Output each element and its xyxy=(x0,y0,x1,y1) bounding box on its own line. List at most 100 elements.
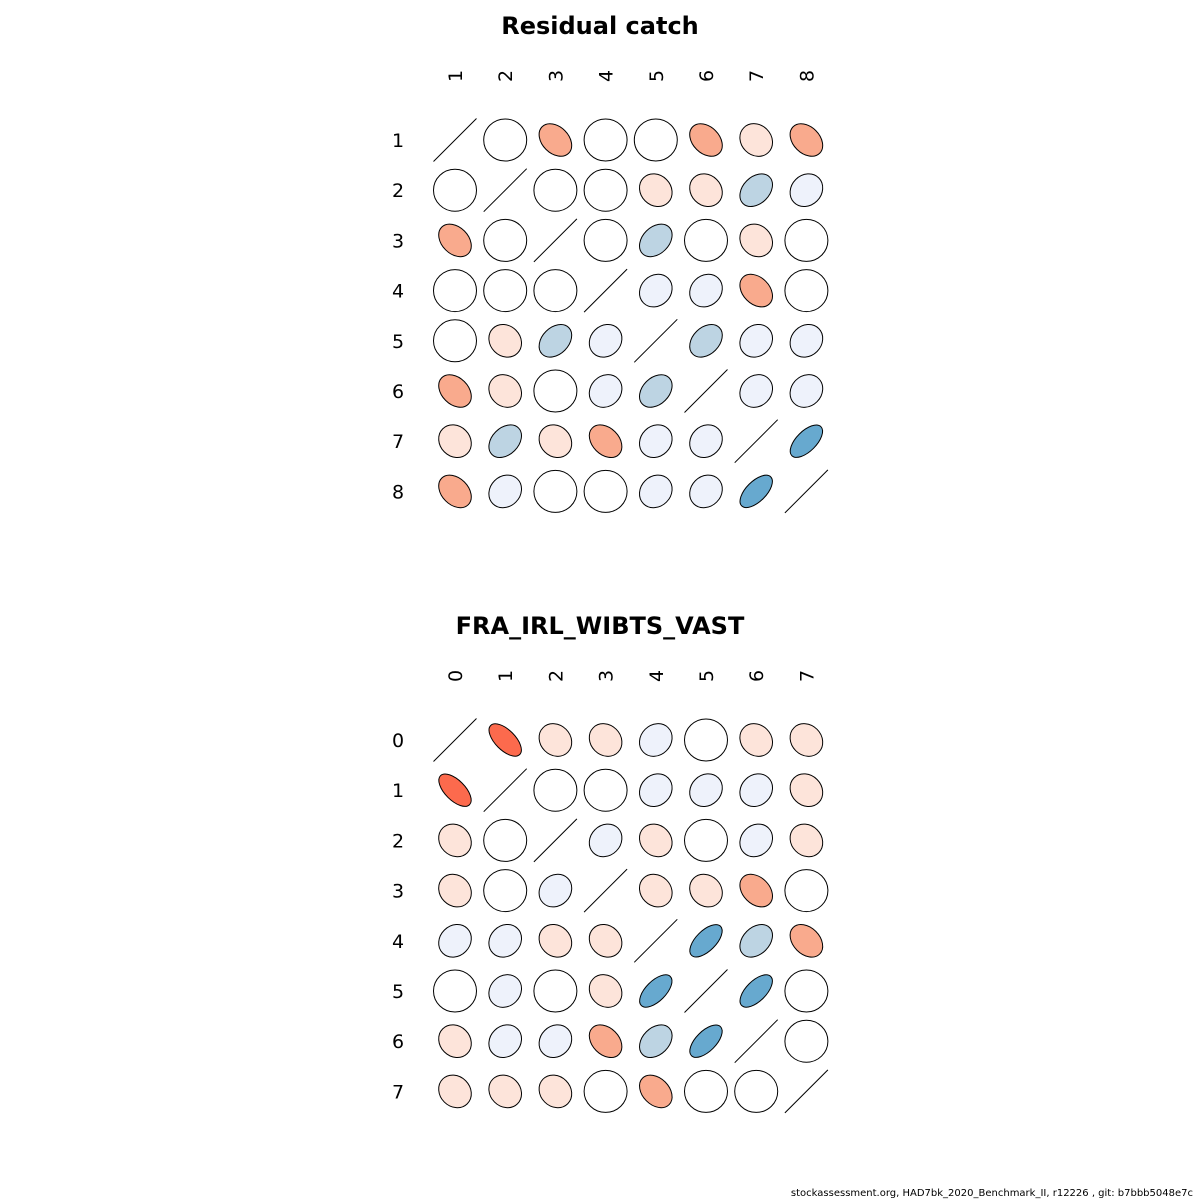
correlation-ellipse xyxy=(488,424,522,458)
col-tick-label: 0 xyxy=(445,670,467,682)
correlation-ellipse xyxy=(789,723,824,757)
correlation-ellipse xyxy=(739,273,773,308)
correlation-ellipse xyxy=(784,269,829,313)
correlation-ellipse xyxy=(533,168,578,212)
correlation-ellipse xyxy=(689,123,723,157)
correlation-ellipse xyxy=(488,374,523,408)
panel-title: Residual catch xyxy=(501,12,699,40)
diagonal-line xyxy=(483,168,528,213)
correlation-ellipse xyxy=(789,123,824,157)
correlation-ellipse xyxy=(438,923,472,958)
correlation-ellipse xyxy=(538,1074,573,1109)
row-tick-label: 6 xyxy=(392,381,404,403)
row-tick-label: 6 xyxy=(392,1031,404,1053)
diagonal-line xyxy=(533,818,578,863)
correlation-ellipse xyxy=(684,818,728,862)
correlation-ellipse xyxy=(488,723,522,757)
col-tick-label: 3 xyxy=(545,70,567,82)
col-tick-label: 8 xyxy=(796,70,818,82)
correlation-ellipse xyxy=(583,168,628,212)
panel-title: FRA_IRL_WIBTS_VAST xyxy=(456,612,745,640)
correlation-ellipse xyxy=(789,424,824,458)
correlation-ellipse xyxy=(689,773,723,808)
correlation-ellipse xyxy=(583,118,628,162)
row-tick-label: 1 xyxy=(392,130,404,152)
correlation-ellipse xyxy=(438,823,472,858)
col-tick-label: 7 xyxy=(796,670,818,682)
correlation-ellipse xyxy=(639,1024,673,1058)
correlation-ellipse xyxy=(438,773,472,807)
correlation-ellipse xyxy=(583,768,628,812)
correlation-ellipse xyxy=(438,1024,472,1059)
footer-credit: stockassessment.org, HAD7bk_2020_Benchma… xyxy=(790,1188,1193,1199)
col-tick-label: 1 xyxy=(445,70,467,82)
correlation-ellipse xyxy=(739,323,774,358)
correlation-ellipse xyxy=(583,469,628,513)
row-tick-label: 1 xyxy=(392,780,404,802)
correlation-ellipse xyxy=(488,1074,523,1109)
correlation-ellipse xyxy=(689,324,723,358)
correlation-ellipse xyxy=(639,1074,673,1109)
correlation-ellipse xyxy=(689,474,723,509)
col-tick-label: 3 xyxy=(596,670,618,682)
diagonal-line xyxy=(684,369,728,413)
correlation-ellipse xyxy=(488,974,523,1008)
row-tick-label: 0 xyxy=(392,730,404,752)
correlation-ellipse xyxy=(638,173,673,208)
correlation-ellipse xyxy=(533,469,578,513)
row-tick-label: 2 xyxy=(392,180,404,202)
diagonal-line xyxy=(433,118,477,162)
correlation-ellipse xyxy=(533,768,578,812)
correlation-ellipse xyxy=(789,374,824,408)
correlation-ellipse xyxy=(739,123,774,157)
correlation-ellipse xyxy=(433,168,477,212)
row-tick-label: 4 xyxy=(392,931,404,953)
correlation-ellipse xyxy=(583,1069,628,1113)
correlation-ellipse xyxy=(488,923,523,958)
correlation-ellipse xyxy=(689,173,723,208)
correlation-ellipse xyxy=(633,118,678,162)
diagonal-line xyxy=(533,218,578,263)
correlation-ellipse xyxy=(433,269,477,313)
correlation-ellipse xyxy=(739,223,774,258)
correlation-ellipse xyxy=(739,773,774,808)
correlation-ellipse xyxy=(438,873,472,908)
panel-0: Residual catch 1 2 3 4 5 6 7 8 1 2 3 4 5 6 7 8 xyxy=(392,12,829,514)
correlation-ellipse xyxy=(689,273,723,308)
row-tick-label: 5 xyxy=(392,981,404,1003)
correlation-ellipse xyxy=(438,374,472,408)
diagonal-line xyxy=(633,918,678,963)
col-tick-label: 6 xyxy=(746,670,768,682)
correlation-ellipse xyxy=(538,123,573,157)
correlation-ellipse xyxy=(588,374,623,408)
diagonal-line xyxy=(583,268,628,313)
col-tick-label: 4 xyxy=(596,70,618,82)
correlation-ellipse xyxy=(689,873,723,908)
row-tick-label: 5 xyxy=(392,331,404,353)
correlation-ellipse xyxy=(684,218,728,262)
correlation-ellipse xyxy=(483,818,528,862)
diagonal-line xyxy=(734,419,779,464)
correlation-ellipse xyxy=(638,873,673,908)
correlation-ellipse xyxy=(638,823,673,858)
correlation-ellipse xyxy=(638,474,673,509)
correlation-ellipse xyxy=(538,1024,573,1059)
correlation-ellipse xyxy=(639,374,673,408)
correlation-ellipse xyxy=(784,969,829,1013)
correlation-ellipse xyxy=(588,923,623,958)
correlation-ellipse xyxy=(588,1024,623,1058)
correlation-ellipse xyxy=(483,269,528,313)
row-tick-label: 3 xyxy=(392,881,404,903)
correlation-ellipse xyxy=(789,924,824,958)
diagonal-line xyxy=(684,969,728,1013)
correlation-ellipse xyxy=(739,873,773,908)
correlation-ellipse xyxy=(588,823,623,858)
correlation-ellipse xyxy=(588,974,623,1008)
correlation-ellipse xyxy=(433,969,477,1013)
correlation-ellipse xyxy=(483,118,528,162)
correlation-ellipse xyxy=(789,773,824,808)
correlation-ellipse xyxy=(739,173,773,207)
col-tick-label: 6 xyxy=(696,70,718,82)
correlation-ellipse xyxy=(784,218,829,262)
row-tick-label: 4 xyxy=(392,281,404,303)
